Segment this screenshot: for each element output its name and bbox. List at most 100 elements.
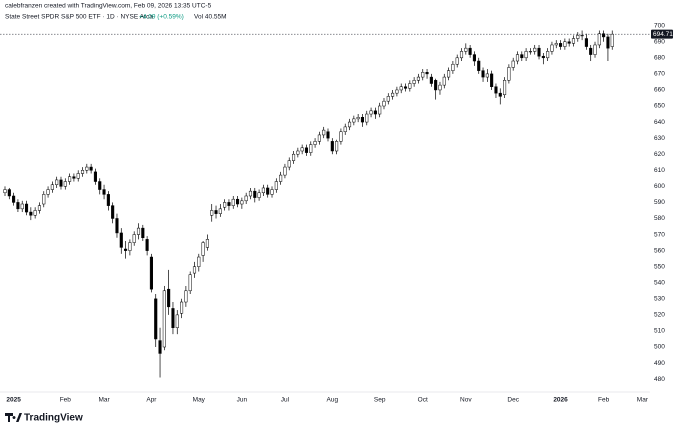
candle-body bbox=[360, 117, 365, 123]
x-tick-label: Apr bbox=[146, 397, 157, 404]
x-tick-label: Jul bbox=[281, 397, 290, 404]
candle-body bbox=[93, 171, 97, 182]
candle-body bbox=[438, 84, 442, 91]
y-tick-label: 610 bbox=[654, 167, 665, 174]
candle-body bbox=[503, 80, 507, 96]
candle-body bbox=[498, 92, 502, 97]
candle-body bbox=[16, 202, 20, 210]
candle-body bbox=[149, 256, 153, 290]
y-tick-label: 570 bbox=[654, 231, 665, 238]
y-tick-label: 550 bbox=[654, 263, 665, 270]
plot-area: 480 490 500 510 520 530 540 550 560 570 580 590 600 6… bbox=[0, 22, 673, 404]
candle-body bbox=[192, 266, 197, 274]
candle-body bbox=[464, 47, 468, 52]
candle-body bbox=[167, 288, 171, 308]
candle-body bbox=[373, 110, 377, 115]
candle-body bbox=[102, 189, 106, 195]
last-price-box bbox=[651, 29, 673, 39]
candle-body bbox=[106, 194, 110, 206]
candle-body bbox=[455, 57, 459, 65]
candle-body bbox=[98, 181, 102, 190]
candle-body bbox=[442, 76, 446, 86]
y-tick-label: 490 bbox=[654, 360, 665, 367]
candle-body bbox=[63, 181, 67, 187]
candle-body bbox=[580, 35, 584, 37]
candle-body bbox=[171, 308, 175, 328]
candle-body bbox=[399, 86, 403, 91]
candle-body bbox=[76, 173, 80, 179]
candle-body bbox=[468, 47, 472, 55]
candle-body bbox=[546, 51, 550, 59]
candle-body bbox=[46, 189, 50, 195]
candle-body bbox=[85, 166, 89, 171]
candle-body bbox=[541, 55, 545, 59]
candle-body bbox=[59, 179, 63, 187]
candle-body bbox=[477, 60, 481, 71]
candle-body bbox=[33, 210, 37, 216]
x-tick-label: Oct bbox=[418, 397, 428, 404]
candle-body bbox=[472, 54, 476, 62]
candle-body bbox=[3, 189, 7, 194]
y-tick-label: 650 bbox=[654, 103, 665, 110]
y-tick-label: 520 bbox=[654, 312, 665, 319]
y-tick-label: 700 bbox=[654, 22, 665, 29]
candle-body bbox=[287, 160, 291, 168]
candle-body bbox=[42, 194, 46, 205]
candle-body bbox=[184, 290, 188, 303]
candle-body bbox=[55, 179, 59, 185]
candle-body bbox=[494, 86, 498, 94]
candle-body bbox=[391, 92, 395, 97]
y-tick-label: 510 bbox=[654, 328, 665, 335]
candle-body bbox=[559, 43, 563, 47]
candle-body bbox=[124, 248, 128, 251]
candle-body bbox=[89, 166, 93, 171]
candle-body bbox=[335, 141, 339, 152]
candle-body bbox=[593, 44, 597, 55]
x-tick-label: Feb bbox=[598, 397, 610, 404]
candle-body bbox=[408, 83, 412, 89]
y-tick-label: 500 bbox=[654, 344, 665, 351]
chart-title: State Street SPDR S&P 500 ETF · 1D · NYS… bbox=[5, 14, 153, 21]
candle-body bbox=[261, 187, 265, 194]
candle-body bbox=[429, 76, 433, 84]
candle-body bbox=[300, 147, 304, 152]
candle-body bbox=[576, 35, 580, 39]
candle-body bbox=[589, 47, 593, 55]
candle-body bbox=[412, 80, 416, 84]
candle-body bbox=[434, 80, 438, 91]
candle-body bbox=[283, 166, 287, 176]
candle-body bbox=[416, 76, 420, 81]
candle-body bbox=[317, 134, 321, 142]
y-tick-label: 670 bbox=[654, 71, 665, 78]
candle-body bbox=[365, 113, 369, 123]
candle-body bbox=[279, 174, 283, 182]
last-price-label: 694.71 bbox=[653, 31, 673, 38]
candle-body bbox=[197, 256, 201, 267]
candle-body bbox=[563, 41, 567, 47]
candle-body bbox=[339, 131, 343, 142]
candle-body bbox=[326, 131, 330, 139]
candle-body bbox=[244, 195, 248, 202]
y-tick-label: 480 bbox=[654, 376, 665, 383]
logo-text: TradingView bbox=[24, 413, 83, 424]
y-tick-label: 540 bbox=[654, 279, 665, 286]
candle-body bbox=[313, 141, 317, 145]
candle-body bbox=[395, 89, 399, 94]
x-tick-label: Mar bbox=[637, 397, 649, 404]
x-tick-label: Feb bbox=[60, 397, 72, 404]
candle-body bbox=[610, 33, 614, 47]
chart-subtitle: calebfranzen created with TradingView.co… bbox=[5, 3, 212, 10]
candle-body bbox=[343, 126, 347, 132]
y-tick-label: 660 bbox=[654, 87, 665, 94]
x-tick-label: 2025 bbox=[6, 397, 21, 404]
candle-body bbox=[257, 192, 261, 198]
logo-icon bbox=[5, 413, 22, 422]
candle-body bbox=[205, 239, 209, 248]
candle-body bbox=[533, 47, 537, 52]
candle-body bbox=[447, 70, 451, 78]
y-tick-label: 580 bbox=[654, 215, 665, 222]
candle-body bbox=[425, 72, 429, 75]
candle-body bbox=[451, 63, 455, 71]
candle-body bbox=[240, 200, 244, 205]
